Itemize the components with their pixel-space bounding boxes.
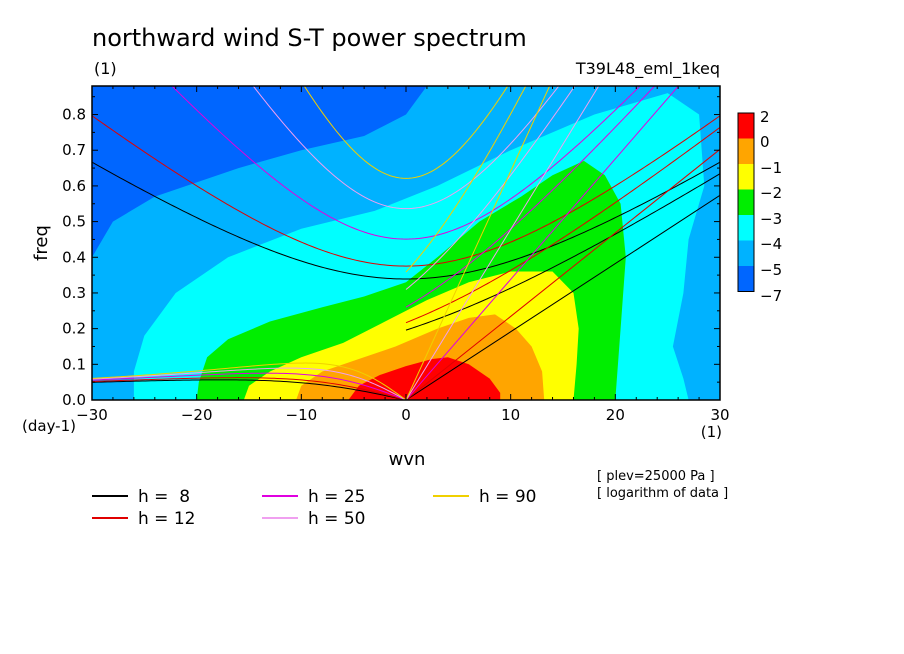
colorbar-label: −5 xyxy=(760,261,782,279)
legend-label: h = 90 xyxy=(479,487,536,507)
x-tick-label: −30 xyxy=(76,406,108,424)
mrg-wave-h8 xyxy=(405,173,720,331)
kelvin-wave-h50 xyxy=(405,86,600,400)
x-tick-label: −10 xyxy=(286,406,318,424)
inertia-gravity-wave-h8 xyxy=(92,161,720,280)
colorbar-swatch xyxy=(738,240,754,266)
y-tick-label: 0.8 xyxy=(62,106,86,124)
colorbar-label: −2 xyxy=(760,184,782,202)
y-axis-label: freq xyxy=(31,225,52,261)
inertia-gravity-wave-h25 xyxy=(171,86,641,240)
colorbar-swatch xyxy=(738,215,754,241)
rossby-wave-h8 xyxy=(92,379,407,400)
mrg-wave-h25 xyxy=(405,86,656,308)
note-logarithm: [ logarithm of data ] xyxy=(597,486,728,501)
rossby-wave-h90 xyxy=(92,362,407,400)
kelvin-wave-h12 xyxy=(405,148,720,400)
x-tick-label: 30 xyxy=(710,406,729,424)
colorbar-label: −4 xyxy=(760,235,782,253)
legend-label: h = 50 xyxy=(308,509,365,529)
chart-title: northward wind S-T power spectrum xyxy=(92,24,527,52)
x-tick-label: −20 xyxy=(181,406,213,424)
mrg-wave-h50 xyxy=(405,86,576,290)
y-tick-label: 0.4 xyxy=(62,248,86,266)
kelvin-wave-h8 xyxy=(405,194,720,400)
colorbar-frame xyxy=(737,112,755,292)
colorbar-swatch xyxy=(738,189,754,215)
y-tick-label: 0.6 xyxy=(62,177,86,195)
y-axis-unit: (day-1) xyxy=(22,417,76,435)
contour-regions xyxy=(92,86,720,400)
colorbar-swatch xyxy=(738,266,754,292)
mrg-wave-h12 xyxy=(405,126,720,324)
legend-label: h = 12 xyxy=(138,509,195,529)
subtitle-right: T39L48_eml_1keq xyxy=(575,59,720,79)
colorbar-swatch xyxy=(738,113,754,139)
x-axis-unit: (1) xyxy=(701,423,722,441)
inertia-gravity-wave-h12 xyxy=(92,115,720,267)
subtitle-left: (1) xyxy=(94,59,117,78)
colorbar-label: 0 xyxy=(760,133,770,151)
inertia-gravity-wave-h90 xyxy=(303,86,509,179)
colorbar-swatch xyxy=(738,138,754,164)
kelvin-wave-h25 xyxy=(405,86,680,400)
kelvin-wave-h90 xyxy=(405,86,551,400)
x-axis-ticks: −30 −20 −10 0 10 20 30 xyxy=(76,86,730,424)
y-tick-label: 0.1 xyxy=(62,355,86,373)
plot-area xyxy=(91,85,721,401)
y-tick-label: 0.2 xyxy=(62,320,86,338)
colorbar-label: −1 xyxy=(760,159,782,177)
colorbar-label: 2 xyxy=(760,108,770,126)
rossby-wave-h25 xyxy=(92,372,407,400)
y-tick-label: 0.3 xyxy=(62,284,86,302)
note-plev: [ plev=25000 Pa ] xyxy=(597,469,715,484)
colorbar-label: −3 xyxy=(760,210,782,228)
dispersion-curves xyxy=(92,86,720,400)
colorbar-swatch xyxy=(738,164,754,190)
legend-label: h = 8 xyxy=(138,487,190,507)
y-tick-label: 0.7 xyxy=(62,141,86,159)
y-tick-label: 0.0 xyxy=(62,391,86,409)
rossby-wave-h12 xyxy=(92,377,407,400)
y-tick-label: 0.5 xyxy=(62,213,86,231)
legend-label: h = 25 xyxy=(308,487,365,507)
x-tick-label: 20 xyxy=(606,406,625,424)
rossby-wave-h50 xyxy=(92,367,407,400)
mrg-wave-h90 xyxy=(405,86,527,273)
x-axis-label: wvn xyxy=(389,449,426,470)
legend: h = 8h = 12 h = 25h = 50 h = 90 xyxy=(92,487,536,529)
colorbar: 2 0 −1 −2 −3 −4 −5 −7 xyxy=(737,108,782,305)
x-tick-label: 10 xyxy=(501,406,520,424)
colorbar-label: −7 xyxy=(760,287,782,305)
inertia-gravity-wave-h50 xyxy=(252,86,560,210)
x-tick-label: 0 xyxy=(401,406,411,424)
y-axis-ticks: 0.0 0.1 0.2 0.3 0.4 0.5 0.6 0.7 0.8 xyxy=(62,96,720,409)
